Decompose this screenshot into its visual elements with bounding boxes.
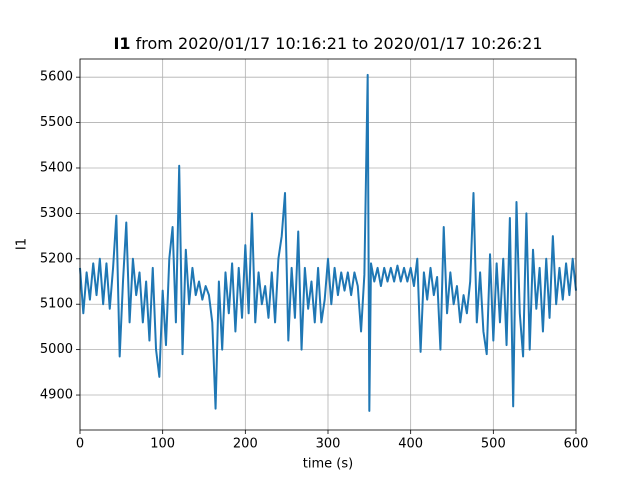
x-tick-label: 200 <box>233 437 258 452</box>
y-tick-label: 5500 <box>40 115 73 130</box>
x-tick-label: 100 <box>150 437 175 452</box>
x-tick-label: 400 <box>398 437 423 452</box>
title-bold: I1 <box>113 34 130 53</box>
data-line <box>79 73 577 412</box>
y-tick-label: 5400 <box>40 160 73 175</box>
x-tick-label: 0 <box>76 437 84 452</box>
x-tick-label: 300 <box>316 437 341 452</box>
chart-title: I1 from 2020/01/17 10:16:21 to 2020/01/1… <box>113 34 542 53</box>
x-tick-label: 600 <box>564 437 589 452</box>
y-axis-label: I1 <box>15 238 30 250</box>
title-rest: from 2020/01/17 10:16:21 to 2020/01/17 1… <box>136 34 543 53</box>
y-tick-label: 5000 <box>40 342 73 357</box>
y-tick-label: 5200 <box>40 251 73 266</box>
plot-frame <box>79 58 577 431</box>
x-axis-label: time (s) <box>303 457 353 472</box>
y-tick-label: 5300 <box>40 206 73 221</box>
y-tick-label: 5100 <box>40 297 73 312</box>
y-tick-label: 4900 <box>40 388 73 403</box>
y-tick-label: 5600 <box>40 70 73 85</box>
x-tick-label: 500 <box>481 437 506 452</box>
